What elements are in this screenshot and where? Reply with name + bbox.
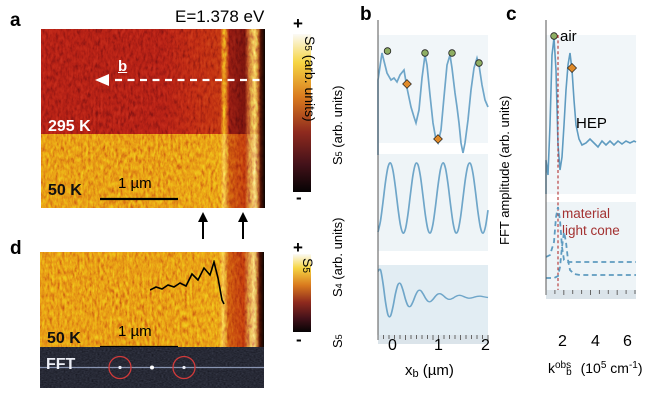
svg-text:light cone: light cone [562,223,620,238]
svg-text:HEP: HEP [576,115,607,132]
svg-text:air: air [560,28,577,45]
svg-text:material: material [562,206,610,221]
